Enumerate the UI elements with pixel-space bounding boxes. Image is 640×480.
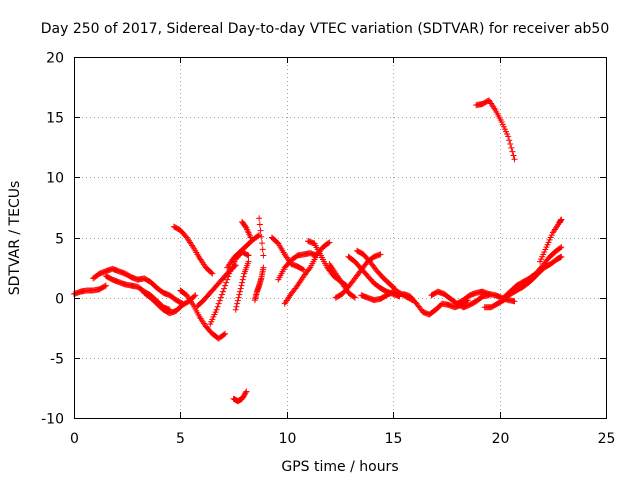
data-point: [293, 284, 300, 291]
data-point: [239, 279, 246, 286]
data-point: [510, 152, 517, 159]
x-axis-label: GPS time / hours: [281, 459, 398, 475]
data-point: [350, 293, 357, 300]
data-point: [213, 306, 220, 313]
data-point: [217, 294, 224, 301]
data-point: [557, 244, 564, 251]
data-point: [245, 258, 252, 265]
data-point: [243, 388, 250, 395]
data-points: [71, 97, 565, 405]
grid: [74, 57, 606, 418]
data-point: [216, 297, 223, 304]
y-tick-label: 20: [46, 51, 64, 67]
data-point: [325, 240, 332, 247]
data-point: [508, 144, 515, 151]
data-point: [242, 223, 249, 230]
data-point: [236, 291, 243, 298]
data-point: [256, 221, 263, 228]
data-point: [558, 216, 565, 223]
data-point: [214, 303, 221, 310]
data-point: [221, 331, 228, 338]
data-point: [237, 285, 244, 292]
data-point: [242, 389, 249, 396]
data-point: [222, 282, 229, 289]
x-tick-label: 15: [385, 431, 403, 447]
data-point: [505, 133, 512, 140]
data-point: [235, 294, 242, 301]
x-tick-label: 10: [279, 431, 297, 447]
data-point: [377, 251, 384, 258]
data-point: [219, 288, 226, 295]
data-point: [511, 156, 518, 163]
y-tick-label: -10: [41, 412, 64, 428]
data-point: [233, 303, 240, 310]
data-point: [208, 269, 215, 276]
x-tick-label: 25: [598, 431, 616, 447]
data-point: [191, 293, 198, 300]
y-tick-label: 10: [46, 171, 64, 187]
data-point: [102, 282, 109, 289]
axis-ticks: 0 5 10 15 20 25 -10 -5 0 5 10 15 20: [41, 51, 615, 448]
data-point: [222, 330, 229, 337]
data-point: [239, 276, 246, 283]
data-point: [236, 288, 243, 295]
data-point: [247, 234, 254, 241]
y-tick-label: 5: [55, 232, 64, 248]
data-point: [506, 137, 513, 144]
x-tick-label: 5: [176, 431, 185, 447]
chart-title: Day 250 of 2017, Sidereal Day-to-day VTE…: [41, 21, 610, 37]
data-point: [256, 215, 263, 222]
data-point: [351, 294, 358, 301]
data-point: [238, 282, 245, 289]
x-tick-label: 0: [70, 431, 79, 447]
data-point: [225, 273, 232, 280]
data-point: [299, 266, 306, 273]
data-point: [258, 233, 265, 240]
data-point: [218, 291, 225, 298]
data-point: [511, 298, 518, 305]
data-point: [245, 252, 252, 259]
data-point: [507, 141, 514, 148]
data-point: [258, 240, 265, 247]
data-point: [257, 227, 264, 234]
data-point: [234, 300, 241, 307]
data-point: [221, 285, 228, 292]
data-point: [244, 251, 251, 258]
data-point: [260, 264, 267, 271]
y-tick-label: 15: [46, 111, 64, 127]
data-point: [209, 270, 216, 277]
data-point: [326, 239, 333, 246]
y-tick-label: -5: [50, 352, 64, 368]
data-point: [240, 273, 247, 280]
data-point: [260, 252, 267, 259]
y-axis-label: SDTVAR / TECUs: [7, 181, 23, 296]
data-point: [306, 265, 313, 272]
data-point: [232, 306, 239, 313]
data-point: [215, 300, 222, 307]
data-point: [255, 232, 262, 239]
data-point: [509, 148, 516, 155]
data-point: [558, 253, 565, 260]
x-tick-label: 20: [492, 431, 510, 447]
data-point: [224, 276, 231, 283]
data-point: [223, 279, 230, 286]
y-tick-label: 0: [55, 292, 64, 308]
data-point: [192, 292, 199, 299]
data-point: [101, 283, 108, 290]
data-point: [234, 297, 241, 304]
data-point: [558, 244, 565, 251]
data-point: [259, 246, 266, 253]
